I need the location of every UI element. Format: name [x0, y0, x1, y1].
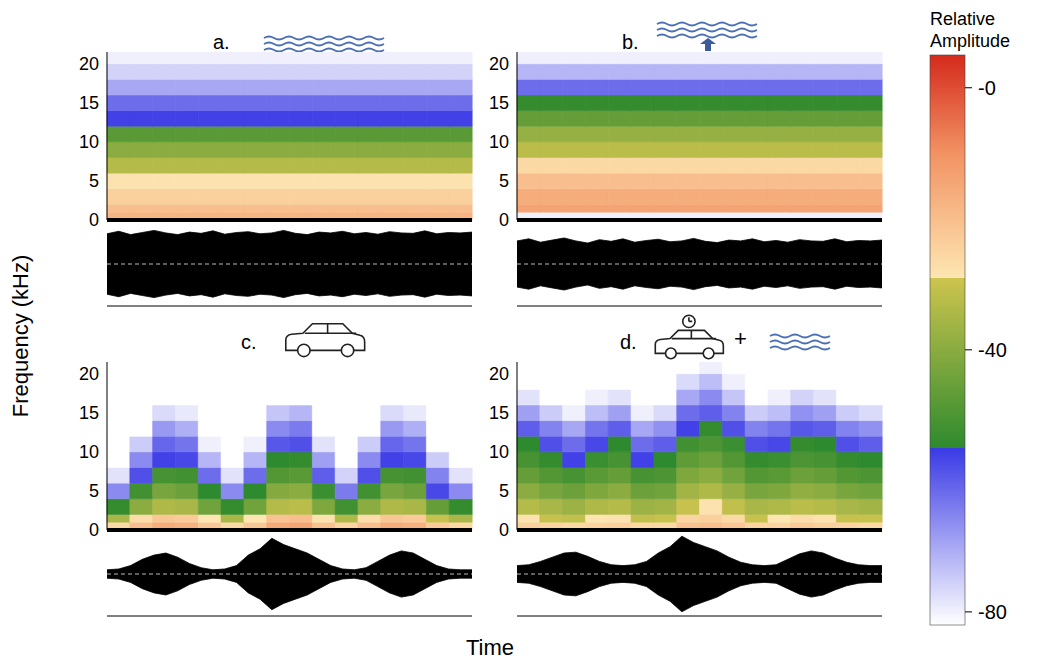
svg-text:0: 0: [499, 210, 509, 230]
svg-text:5: 5: [89, 171, 99, 191]
svg-text:-40: -40: [978, 339, 1007, 361]
svg-text:0: 0: [499, 520, 509, 540]
svg-text:5: 5: [89, 481, 99, 501]
svg-text:15: 15: [79, 93, 99, 113]
svg-text:0: 0: [89, 520, 99, 540]
html-text:a.: a.: [213, 31, 230, 53]
html-text:b.: b.: [622, 31, 639, 53]
svg-text:-0: -0: [978, 77, 996, 99]
svg-text:20: 20: [79, 364, 99, 384]
svg-text:15: 15: [489, 93, 509, 113]
svg-text:10: 10: [79, 442, 99, 462]
svg-text:15: 15: [79, 403, 99, 423]
svg-text:5: 5: [499, 481, 509, 501]
svg-text:10: 10: [79, 132, 99, 152]
svg-text:10: 10: [489, 442, 509, 462]
html-text:d.: d.: [620, 331, 637, 353]
html-text:c.: c.: [241, 331, 257, 353]
svg-text:20: 20: [79, 54, 99, 74]
html-text:Time: Time: [466, 635, 514, 660]
svg-text:15: 15: [489, 403, 509, 423]
html-text:Relative Amplitude: Relative Amplitude: [930, 9, 1010, 51]
svg-text:-80: -80: [978, 601, 1007, 623]
svg-text:20: 20: [489, 364, 509, 384]
svg-text:20: 20: [489, 54, 509, 74]
svg-text:Frequency (kHz): Frequency (kHz): [8, 255, 33, 418]
svg-text:0: 0: [89, 210, 99, 230]
svg-text:5: 5: [499, 171, 509, 191]
svg-text:10: 10: [489, 132, 509, 152]
